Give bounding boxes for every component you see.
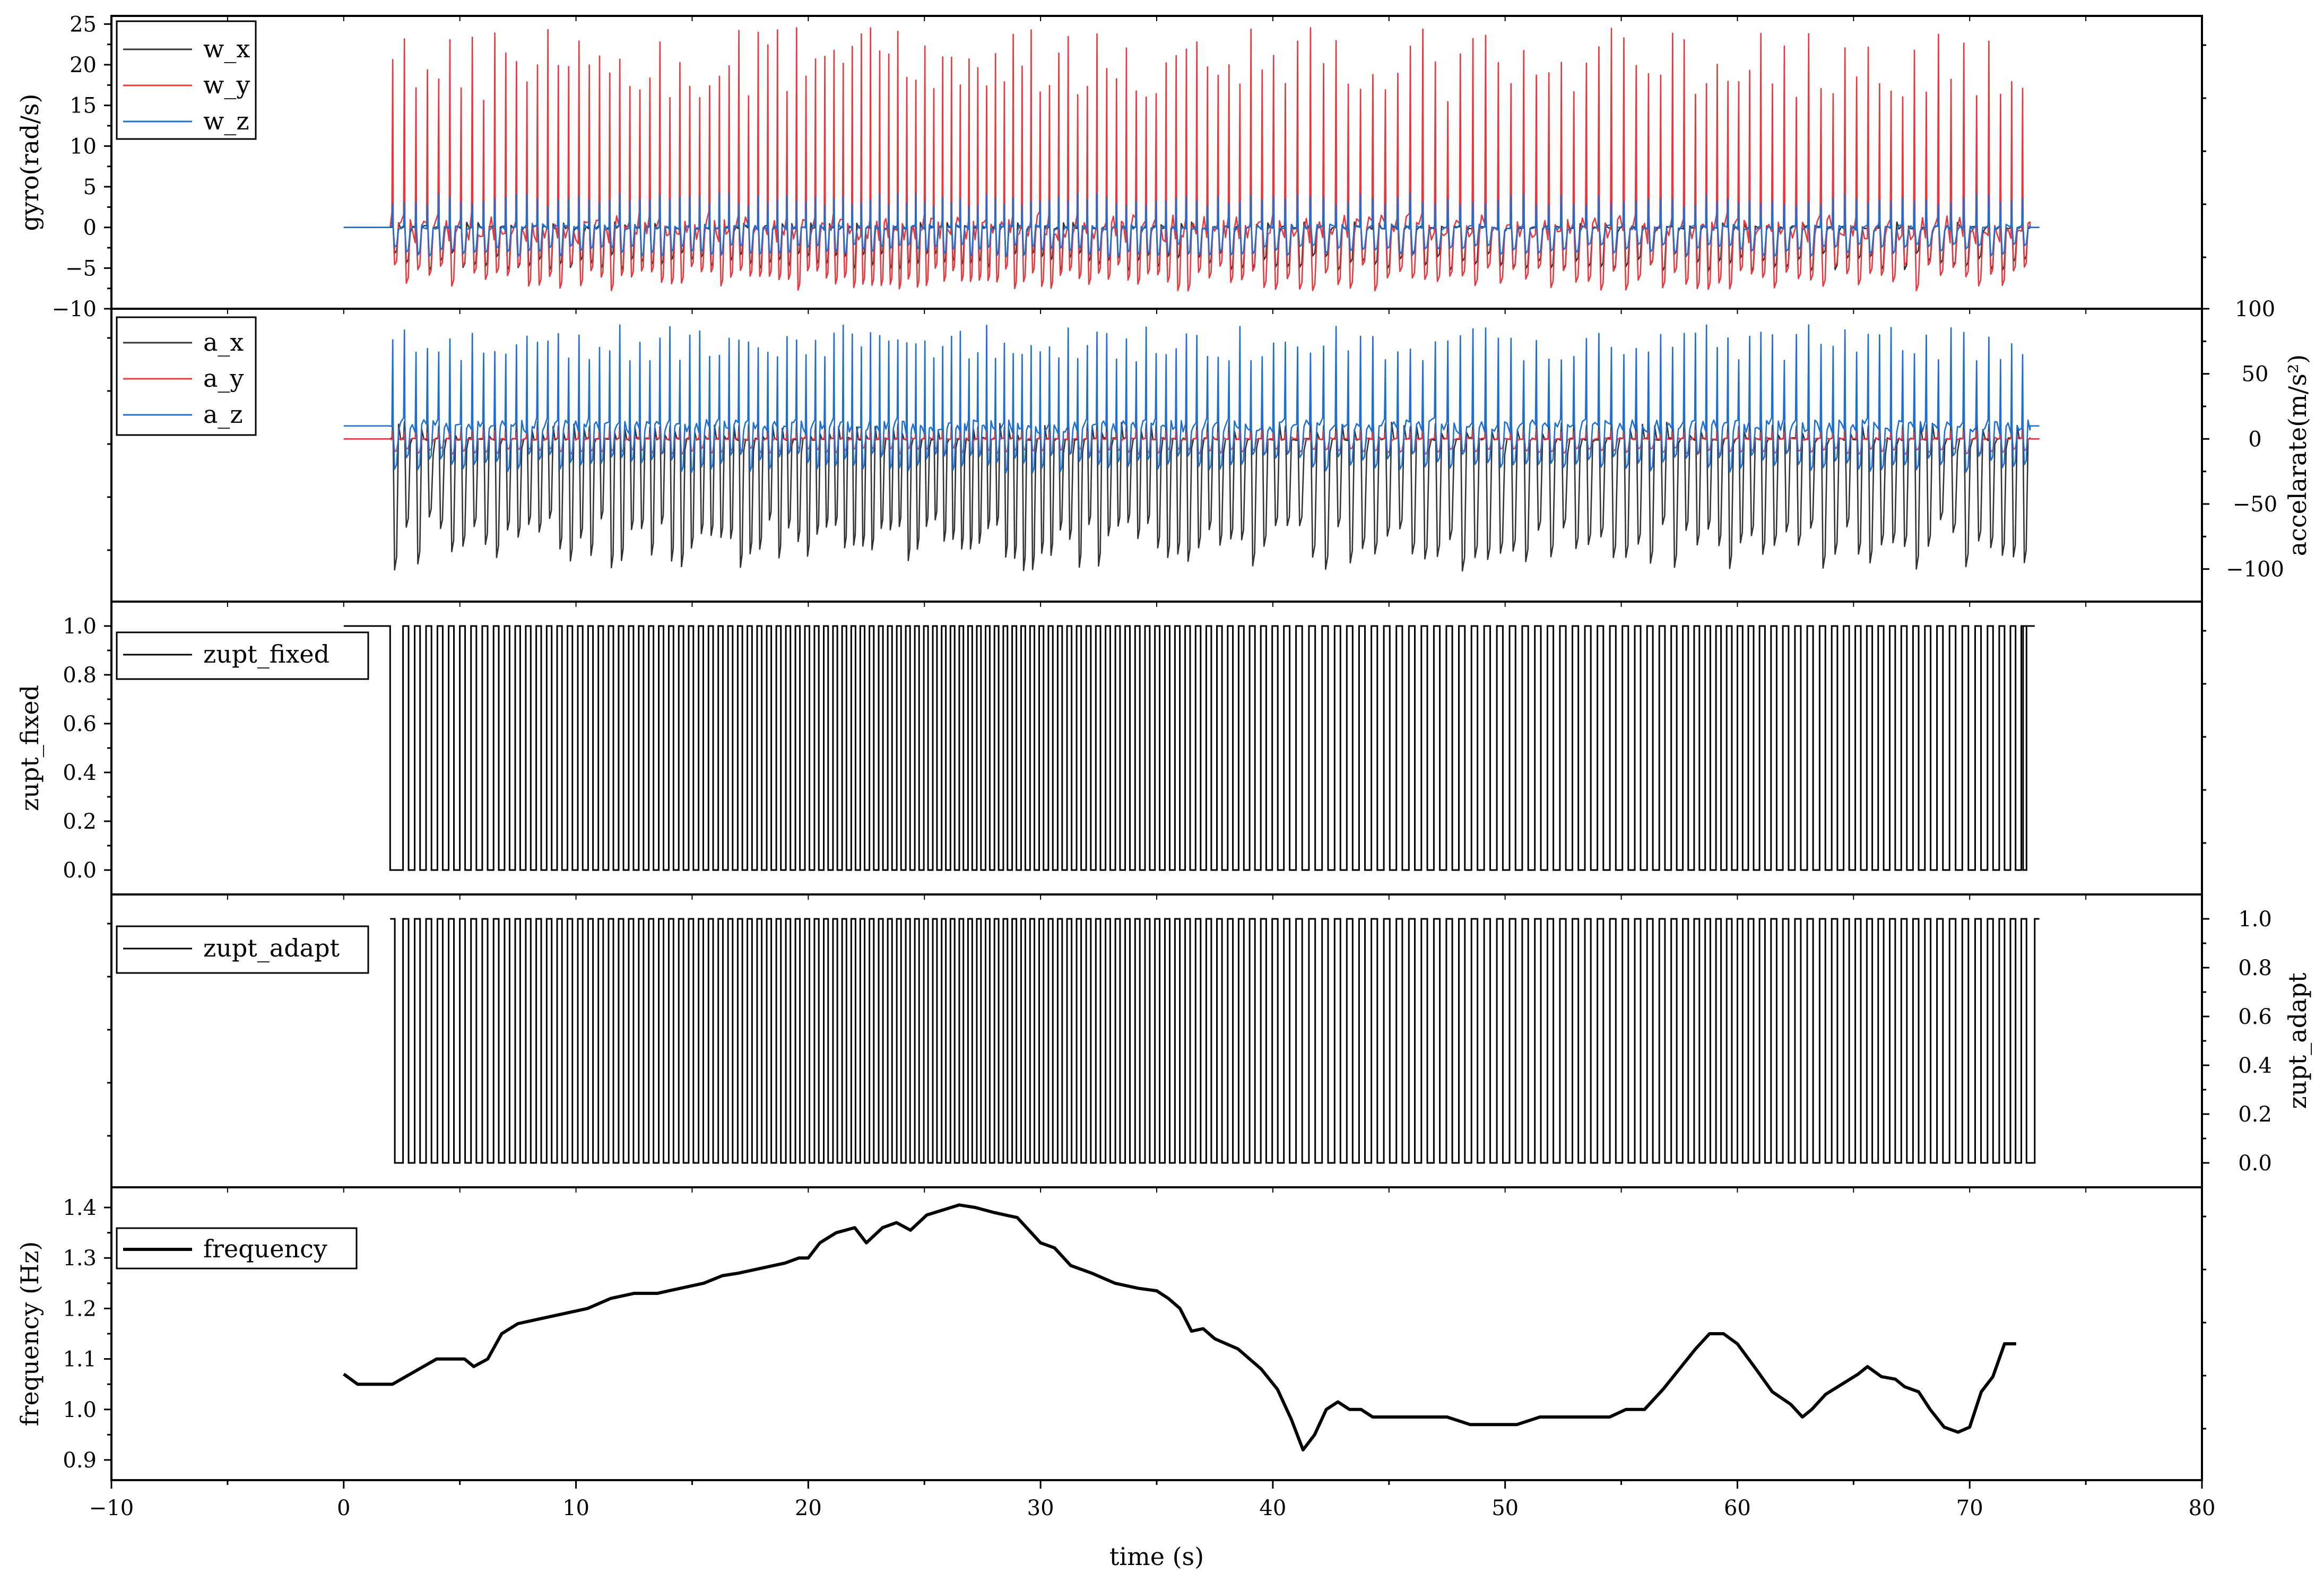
zupt_fixed-ytick-label: 0.8 — [63, 663, 97, 688]
gyro-ytick-label: 25 — [70, 12, 97, 37]
zupt_adapt-ytick-label: 0.4 — [2238, 1054, 2272, 1078]
zupt-fixed-ylabel: zupt_fixed — [15, 685, 44, 811]
accel-ytick-label: 100 — [2235, 297, 2275, 321]
frequency-ytick-label: 1.4 — [63, 1196, 97, 1220]
accel-trace-a-z — [343, 324, 2040, 474]
accel-ylabel: accelarate(m/s²) — [2283, 354, 2312, 557]
zupt_adapt-ytick-label: 1.0 — [2238, 907, 2272, 932]
frequency-ytick-label: 1.1 — [63, 1348, 97, 1372]
x-tick-label: 30 — [1027, 1496, 1054, 1520]
accel-ytick-label: 50 — [2242, 362, 2269, 387]
panel-zupt-adapt: 0.0 0.2 0.4 0.6 0.8 1.0 zupt_adapt zupt_adapt — [107, 893, 2312, 1188]
x-tick-label: 10 — [562, 1496, 589, 1520]
accel-ytick-label: 0 — [2248, 427, 2261, 451]
frequency-ytick-label: 1.3 — [63, 1246, 97, 1271]
legend-label-a-x: a_x — [203, 328, 244, 357]
legend-label-zupt-fixed: zupt_fixed — [203, 640, 329, 668]
x-tick-label: 20 — [795, 1496, 822, 1520]
legend-label-a-y: a_y — [203, 364, 244, 393]
zupt_fixed-ytick-label: 0.6 — [63, 712, 97, 736]
accel-trace-a-y — [343, 429, 2040, 455]
accel-series-group — [343, 324, 2040, 572]
zupt_adapt-ytick-label: 0.6 — [2238, 1005, 2272, 1029]
accel-ytick-label: −50 — [2233, 492, 2277, 517]
x-tick-label: 50 — [1491, 1496, 1519, 1520]
frequency-ticks: 0.9 1.0 1.1 1.2 1.3 1.4 — [63, 1187, 2206, 1473]
zupt-fixed-series-group — [343, 625, 2035, 871]
gyro-ticks: −10 −5 0 5 10 15 20 25 — [52, 12, 2206, 321]
zupt_fixed-ytick-label: 0.2 — [63, 810, 97, 834]
gyro-ytick-label: 0 — [83, 216, 97, 240]
x-axis-title: time (s) — [1109, 1542, 1204, 1571]
x-axis: −10 0 10 20 30 40 50 60 70 80 — [89, 1480, 2216, 1520]
zupt_adapt-ytick-label: 0.0 — [2238, 1151, 2272, 1176]
zupt-adapt-ylabel: zupt_adapt — [2283, 972, 2312, 1109]
panel-zupt-fixed: 0.0 0.2 0.4 0.6 0.8 1.0 zupt_fixed zupt_fixed — [15, 601, 2206, 896]
gyro-trace-w-z — [343, 193, 2040, 258]
frequency-legend: frequency — [116, 1227, 358, 1270]
gyro-legend: w_x w_y w_z — [116, 20, 257, 140]
zupt_fixed-ytick-label: 1.0 — [63, 614, 97, 639]
frequency-line — [343, 1203, 2016, 1451]
legend-label-zupt-adapt: zupt_adapt — [203, 934, 340, 962]
legend-label-w-x: w_x — [203, 34, 250, 63]
zupt-adapt-legend: zupt_adapt — [116, 925, 369, 974]
zupt-fixed-ticks: 0.0 0.2 0.4 0.6 0.8 1.0 — [63, 602, 2206, 883]
gyro-series-group — [343, 27, 2040, 292]
gyro-ytick-label: 10 — [70, 134, 97, 159]
x-tick-label: −10 — [89, 1496, 134, 1520]
zupt_adapt-ytick-label: 0.8 — [2238, 956, 2272, 980]
accel-legend: a_x a_y a_z — [116, 316, 257, 436]
zupt-fixed-legend: zupt_fixed — [116, 631, 369, 680]
zupt_fixed-trace — [343, 625, 2035, 871]
accel-ytick-label: −100 — [2226, 558, 2284, 582]
gyro-ytick-label: 20 — [70, 53, 97, 77]
x-tick-label: 40 — [1259, 1496, 1286, 1520]
zupt_fixed-ytick-label: 0.4 — [63, 761, 97, 785]
zupt-adapt-series-group — [390, 918, 2040, 1164]
gyro-ytick-label: 5 — [83, 175, 97, 199]
legend-label-frequency: frequency — [203, 1235, 327, 1263]
gyro-ytick-label: −10 — [52, 297, 97, 321]
x-tick-label: 70 — [1956, 1496, 1983, 1520]
frequency-ytick-label: 0.9 — [63, 1448, 97, 1473]
gyro-ylabel: gyro(rad/s) — [15, 94, 44, 231]
zupt_adapt-trace — [390, 918, 2040, 1164]
gyro-ytick-label: −5 — [65, 256, 97, 281]
zupt_fixed-ytick-label: 0.0 — [63, 858, 97, 883]
zupt_adapt-ytick-label: 0.2 — [2238, 1102, 2272, 1127]
frequency-ylabel: frequency (Hz) — [15, 1241, 44, 1427]
frequency-series-group — [343, 1203, 2016, 1451]
legend-label-a-z: a_z — [203, 400, 243, 429]
legend-label-w-y: w_y — [203, 71, 250, 99]
x-tick-label: 0 — [337, 1496, 350, 1520]
x-tick-label: 60 — [1724, 1496, 1751, 1520]
gyro-ytick-label: 15 — [70, 94, 97, 118]
x-tick-label: 80 — [2189, 1496, 2216, 1520]
frequency-ytick-label: 1.2 — [63, 1297, 97, 1321]
frequency-ytick-label: 1.0 — [63, 1398, 97, 1422]
legend-label-w-z: w_z — [203, 107, 249, 135]
